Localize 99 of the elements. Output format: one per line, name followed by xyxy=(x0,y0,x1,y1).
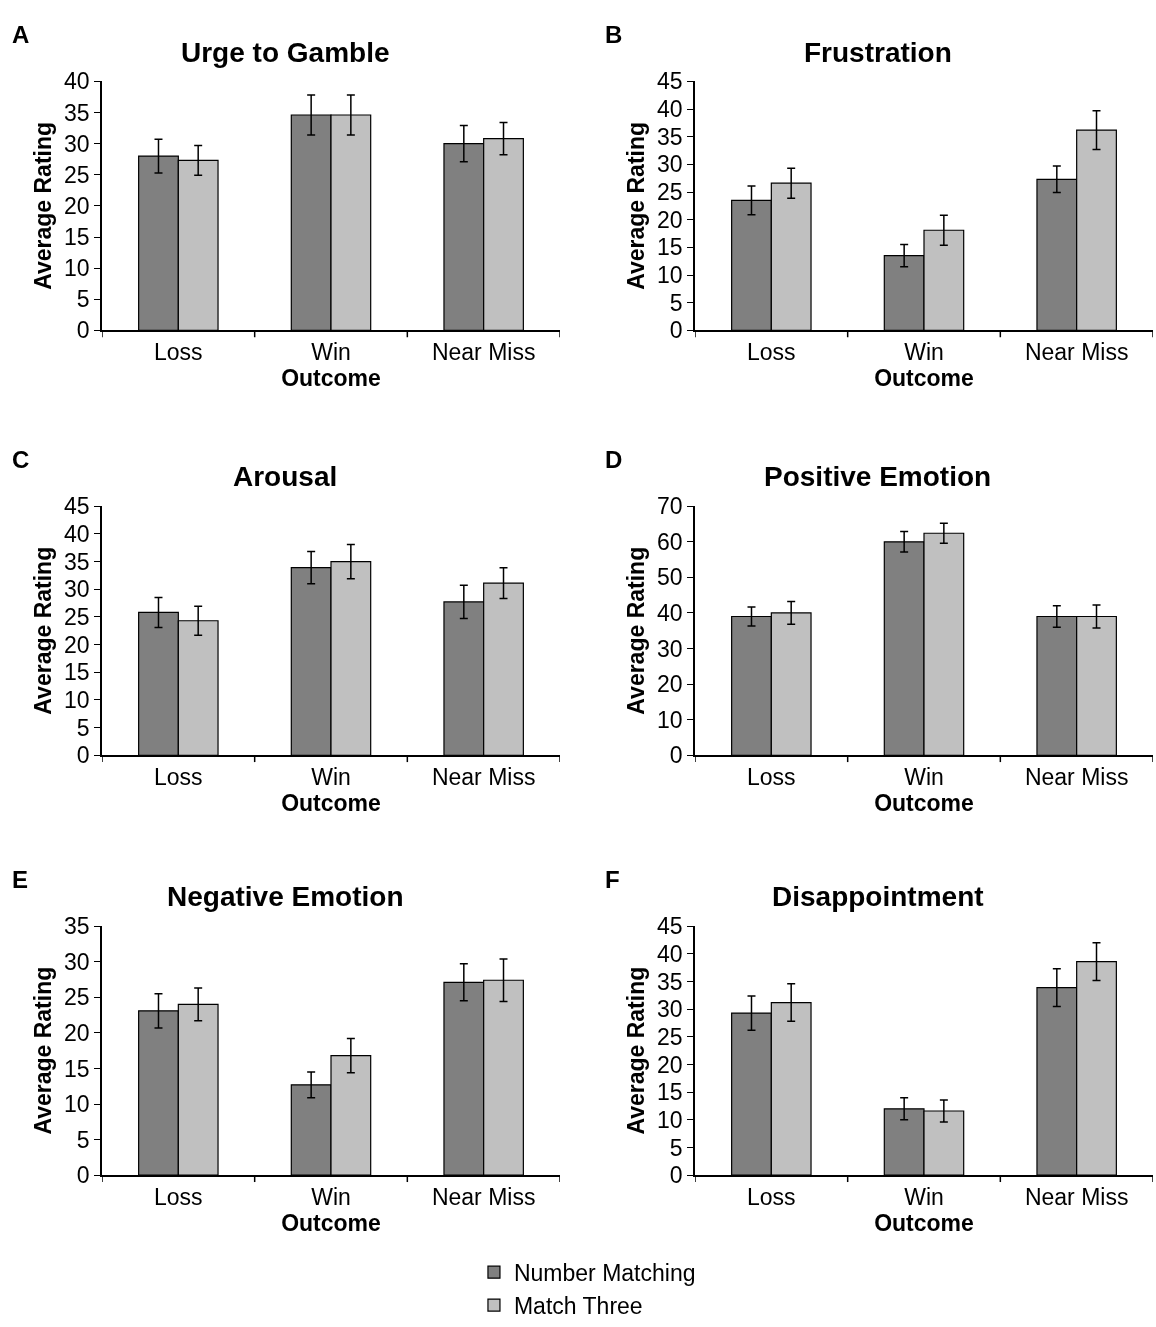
x-tick-label: Loss xyxy=(747,1183,796,1210)
y-tick-label: 35 xyxy=(64,913,90,940)
x-tick-label: Near Miss xyxy=(1024,1183,1129,1210)
y-tick-label: 20 xyxy=(657,1051,683,1078)
y-tick-label: 30 xyxy=(657,635,683,662)
y-tick-label: 30 xyxy=(64,948,90,975)
y-axis-title: Average Rating xyxy=(30,546,57,715)
x-tick-label: Win xyxy=(311,1183,351,1210)
y-tick-label: 60 xyxy=(657,528,683,555)
y-tick-label: 15 xyxy=(64,659,90,686)
x-tick-label: Loss xyxy=(747,338,796,365)
text: A xyxy=(12,21,30,48)
chart-title: Frustration xyxy=(804,37,952,68)
y-tick-label: 5 xyxy=(76,1126,90,1153)
chart-title: Positive Emotion xyxy=(764,461,992,492)
y-tick-label: 35 xyxy=(64,99,90,126)
y-tick-label: 5 xyxy=(669,289,683,316)
y-tick-label: 25 xyxy=(64,161,90,188)
y-tick-label: 20 xyxy=(657,671,683,698)
y-tick-label: 20 xyxy=(64,192,90,219)
y-tick-label: 25 xyxy=(657,1023,683,1050)
y-tick-label: 5 xyxy=(669,1134,683,1161)
y-tick-label: 45 xyxy=(64,493,90,520)
y-tick-label: 15 xyxy=(657,1079,683,1106)
y-tick-label: 30 xyxy=(64,130,90,157)
x-axis-title: Outcome xyxy=(281,789,381,816)
text: F xyxy=(605,866,620,893)
x-tick-label: Loss xyxy=(747,763,796,790)
x-axis-title: Outcome xyxy=(874,1209,974,1236)
y-tick-label: 10 xyxy=(657,706,683,733)
x-tick-label: Win xyxy=(904,1183,944,1210)
legend-label: Number Matching xyxy=(513,1260,696,1287)
y-tick-label: 0 xyxy=(669,1162,683,1189)
chart-title: Negative Emotion xyxy=(167,881,404,912)
y-tick-label: 5 xyxy=(76,714,90,741)
y-tick-label: 40 xyxy=(64,68,90,95)
y-tick-label: 0 xyxy=(76,317,90,344)
y-tick-label: 45 xyxy=(657,913,683,940)
y-axis-title: Average Rating xyxy=(623,546,650,715)
x-tick-label: Win xyxy=(311,338,351,365)
x-axis-title: Outcome xyxy=(874,789,974,816)
x-tick-label: Near Miss xyxy=(1024,338,1129,365)
y-tick-label: 5 xyxy=(76,286,90,313)
y-tick-label: 30 xyxy=(657,996,683,1023)
y-axis-title: Average Rating xyxy=(30,966,57,1135)
y-tick-label: 25 xyxy=(657,179,683,206)
y-tick-label: 20 xyxy=(64,1019,90,1046)
y-tick-label: 0 xyxy=(76,742,90,769)
chart-title: Urge to Gamble xyxy=(181,37,390,68)
y-axis-title: Average Rating xyxy=(623,121,650,290)
x-tick-label: Near Miss xyxy=(431,763,536,790)
x-tick-label: Win xyxy=(904,763,944,790)
y-tick-label: 10 xyxy=(64,255,90,282)
x-tick-label: Near Miss xyxy=(1024,763,1129,790)
y-tick-label: 30 xyxy=(64,576,90,603)
y-tick-label: 40 xyxy=(657,940,683,967)
y-tick-label: 15 xyxy=(657,234,683,261)
x-tick-label: Loss xyxy=(154,763,203,790)
x-axis-title: Outcome xyxy=(281,364,381,391)
y-tick-label: 20 xyxy=(64,631,90,658)
text: C xyxy=(12,446,30,473)
y-tick-label: 35 xyxy=(64,548,90,575)
y-tick-label: 15 xyxy=(64,1055,90,1082)
chart-title: Arousal xyxy=(233,461,338,492)
y-tick-label: 50 xyxy=(657,564,683,591)
y-tick-label: 10 xyxy=(64,1091,90,1118)
x-axis-title: Outcome xyxy=(874,364,974,391)
y-tick-label: 40 xyxy=(64,520,90,547)
y-tick-label: 10 xyxy=(64,686,90,713)
y-tick-label: 70 xyxy=(657,493,683,520)
x-tick-label: Loss xyxy=(154,1183,203,1210)
y-tick-label: 15 xyxy=(64,224,90,251)
legend-label: Match Three xyxy=(513,1293,643,1319)
x-tick-label: Near Miss xyxy=(431,1183,536,1210)
y-tick-label: 0 xyxy=(669,317,683,344)
x-tick-label: Loss xyxy=(154,338,203,365)
y-tick-label: 10 xyxy=(657,262,683,289)
text: E xyxy=(12,866,29,893)
chart-title: Disappointment xyxy=(772,881,984,912)
y-tick-label: 45 xyxy=(657,68,683,95)
y-tick-label: 25 xyxy=(64,603,90,630)
y-tick-label: 35 xyxy=(657,123,683,150)
x-axis-title: Outcome xyxy=(281,1209,381,1236)
text: D xyxy=(605,446,623,473)
y-tick-label: 40 xyxy=(657,599,683,626)
y-tick-label: 0 xyxy=(669,742,683,769)
y-tick-label: 10 xyxy=(657,1106,683,1133)
y-tick-label: 25 xyxy=(64,984,90,1011)
y-tick-label: 30 xyxy=(657,151,683,178)
y-axis-title: Average Rating xyxy=(623,966,650,1135)
x-tick-label: Near Miss xyxy=(431,338,536,365)
text: B xyxy=(605,21,623,48)
y-axis-title: Average Rating xyxy=(30,121,57,290)
y-tick-label: 40 xyxy=(657,96,683,123)
y-tick-label: 20 xyxy=(657,206,683,233)
x-tick-label: Win xyxy=(904,338,944,365)
y-tick-label: 0 xyxy=(76,1162,90,1189)
y-tick-label: 35 xyxy=(657,968,683,995)
x-tick-label: Win xyxy=(311,763,351,790)
